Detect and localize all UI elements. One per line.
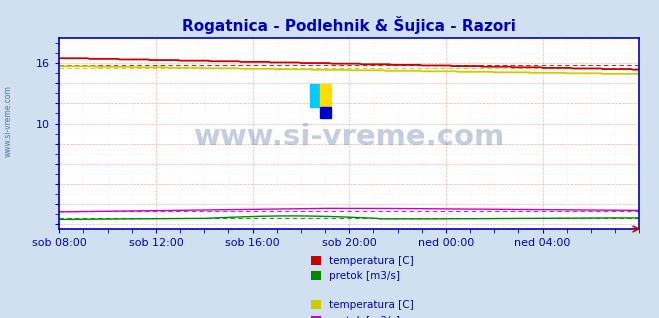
Text: www.si-vreme.com: www.si-vreme.com bbox=[4, 85, 13, 157]
Bar bbox=[310, 84, 320, 107]
Title: Rogatnica - Podlehnik & Šujica - Razori: Rogatnica - Podlehnik & Šujica - Razori bbox=[183, 16, 516, 34]
Legend: temperatura [C], pretok [m3/s]: temperatura [C], pretok [m3/s] bbox=[310, 256, 415, 281]
Legend: temperatura [C], pretok [m3/s]: temperatura [C], pretok [m3/s] bbox=[310, 300, 415, 318]
Bar bbox=[320, 84, 331, 107]
Bar bbox=[320, 107, 331, 118]
Text: www.si-vreme.com: www.si-vreme.com bbox=[194, 123, 505, 151]
